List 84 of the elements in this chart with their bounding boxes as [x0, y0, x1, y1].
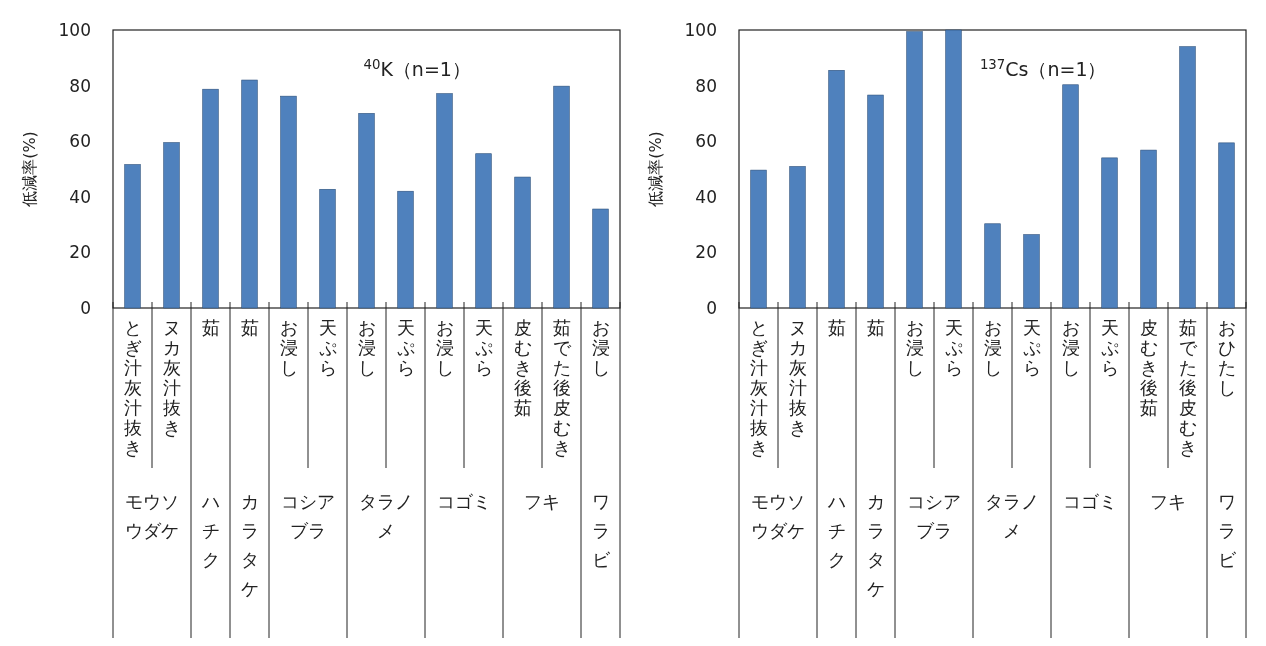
x-tick-label: 天ぷら [474, 317, 493, 378]
bar [828, 70, 845, 309]
x-tick-label: お浸し [983, 317, 1002, 378]
text: コゴミ [1063, 491, 1117, 512]
text: モウソウダケ [125, 491, 179, 541]
x-tick-label: 皮むき後茹 [513, 317, 532, 418]
x-tick-label: お浸し [435, 317, 454, 378]
y-tick-label: 40 [695, 186, 717, 207]
y-axis-title: 低減率(%) [20, 131, 39, 207]
bar [475, 153, 492, 309]
y-tick-label: 60 [695, 131, 717, 152]
bar [553, 85, 570, 309]
x-tick-label: お浸し [1061, 317, 1080, 378]
x-tick-label: 天ぷら [1022, 317, 1041, 378]
bar [867, 94, 884, 309]
bar [1062, 84, 1079, 309]
x-tick-label: 茹 [827, 317, 846, 338]
x-tick-label: お浸し [905, 317, 924, 378]
y-tick-label: 80 [69, 75, 91, 96]
text: ワラビ [1217, 491, 1237, 570]
bar [1023, 234, 1040, 309]
bar [592, 208, 609, 309]
x-tick-label: おひたし [1217, 317, 1236, 398]
x-tick-label: お浸し [279, 317, 298, 378]
bar [1179, 46, 1196, 309]
x-tick-label: 茹 [240, 317, 259, 338]
text: $^{137}$Cs（n=1） [979, 56, 1107, 80]
y-tick-label: 20 [695, 242, 717, 263]
y-tick-label: 40 [69, 186, 91, 207]
y-tick-label: 20 [69, 242, 91, 263]
x-tick-label: 天ぷら [396, 317, 415, 378]
bar [436, 93, 453, 309]
text: タラノメ [985, 491, 1039, 541]
bar [319, 188, 336, 309]
x-tick-label: お浸し [357, 317, 376, 378]
text: コシアブラ [907, 491, 961, 541]
bar [984, 223, 1001, 309]
text: フキ [524, 491, 560, 512]
bar [358, 113, 375, 309]
bar [945, 29, 962, 309]
bar [124, 164, 141, 309]
bar [1218, 142, 1235, 309]
x-tick-label: 茹 [201, 317, 220, 338]
y-tick-label: 100 [684, 19, 717, 40]
text: フキ [1150, 491, 1186, 512]
bar [241, 79, 258, 309]
bar [163, 142, 180, 309]
text: コシアブラ [281, 491, 335, 541]
text: コゴミ [437, 491, 491, 512]
text: モウソウダケ [751, 491, 805, 541]
text: カラタケ [866, 491, 885, 599]
text: ハチク [826, 491, 846, 570]
bar [514, 176, 531, 309]
y-tick-label: 0 [80, 297, 91, 318]
text: カラタケ [240, 491, 259, 599]
y-tick-label: 60 [69, 131, 91, 152]
bar [397, 190, 414, 309]
text: $^{40}$K（n=1） [363, 56, 471, 80]
y-tick-label: 80 [695, 75, 717, 96]
x-tick-label: 天ぷら [1100, 317, 1119, 378]
text: ハチク [200, 491, 220, 570]
x-tick-label: とぎ汁灰汁抜き [749, 317, 768, 458]
x-tick-label: 茹でた後皮むき [1178, 317, 1198, 458]
x-tick-label: 茹でた後皮むき [552, 317, 572, 458]
text: ワラビ [591, 491, 611, 570]
y-tick-label: 100 [58, 19, 91, 40]
bar [202, 88, 219, 309]
bar [750, 169, 767, 309]
x-tick-label: お浸し [591, 317, 610, 378]
x-tick-label: ヌカ灰汁抜き [788, 317, 807, 438]
x-tick-label: 天ぷら [318, 317, 337, 378]
bar [789, 166, 806, 309]
x-tick-label: 茹 [866, 317, 885, 338]
x-tick-label: とぎ汁灰汁抜き [123, 317, 142, 458]
y-axis-title: 低減率(%) [646, 131, 665, 207]
bar [280, 95, 297, 309]
y-tick-label: 0 [706, 297, 717, 318]
bar [1140, 149, 1157, 309]
text: タラノメ [359, 491, 413, 541]
bar [1101, 157, 1118, 309]
x-tick-label: 天ぷら [944, 317, 963, 378]
x-tick-label: ヌカ灰汁抜き [162, 317, 181, 438]
x-tick-label: 皮むき後茹 [1139, 317, 1158, 418]
bar [906, 31, 923, 309]
